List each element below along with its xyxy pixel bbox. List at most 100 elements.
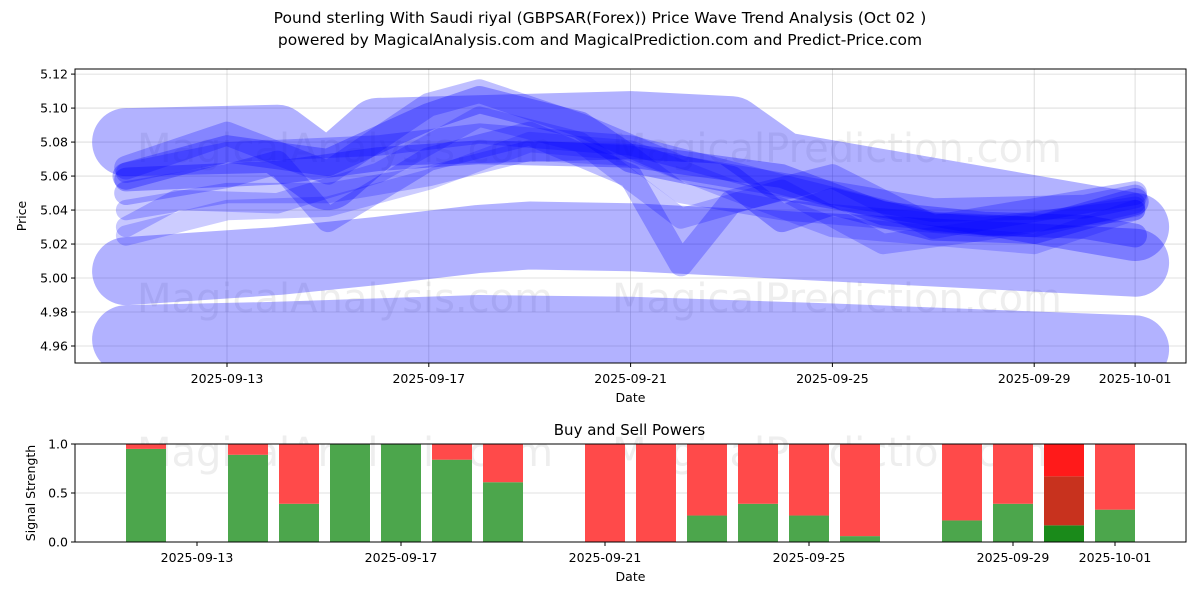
- x-tick-label: 2025-09-21: [594, 371, 667, 386]
- signal-bar-group: [1095, 444, 1135, 542]
- wave-line-wave-8: [115, 106, 1146, 255]
- signal-bar-group: [432, 444, 472, 542]
- x-tick-label: 2025-09-13: [191, 371, 264, 386]
- buy-bar: [279, 503, 319, 542]
- buy-bar: [789, 515, 829, 542]
- wave-line-wave-1: [92, 91, 1170, 261]
- signal-bar-group: [279, 444, 319, 542]
- x-tick-label: 2025-09-25: [773, 550, 846, 565]
- sell-bar: [279, 444, 319, 504]
- signal-bars: [126, 444, 1135, 542]
- sell-bar: [432, 444, 472, 460]
- price-x-axis-label: Date: [616, 390, 646, 405]
- signal-bar-group: [840, 444, 880, 542]
- wave-line-wave-9: [115, 131, 1146, 255]
- signal-bar-group: [483, 444, 523, 542]
- wave-line-wave-4: [112, 85, 1149, 244]
- price-grid: [75, 69, 1186, 363]
- buy-bar: [381, 444, 421, 542]
- sell-bar: [840, 444, 880, 537]
- y-tick-label: 5.02: [40, 237, 68, 252]
- signal-bar-group: [585, 444, 625, 542]
- buy-bar: [330, 444, 370, 542]
- signal-x-axis-label: Date: [616, 569, 646, 584]
- buy-sell-panel: Buy and Sell Powers MagicalAnalysis.comM…: [23, 421, 1187, 584]
- x-tick-label: 2025-10-01: [1099, 371, 1172, 386]
- y-tick-label: 5.12: [40, 67, 68, 82]
- wave-line-wave-10: [114, 140, 1147, 248]
- y-tick-label: 0.5: [48, 486, 68, 501]
- wave-line-wave-2: [92, 201, 1170, 306]
- chart-title: Pound sterling With Saudi riyal (GBPSAR(…: [273, 9, 927, 27]
- x-tick-label: 2025-09-13: [161, 550, 234, 565]
- signal-bar-group: [942, 444, 982, 542]
- sell-bar: [789, 444, 829, 516]
- watermark-text: MagicalAnalysis.com: [137, 276, 553, 322]
- signal-bar-group: [126, 444, 166, 542]
- y-tick-label: 5.04: [40, 203, 68, 218]
- wave-line-wave-6: [114, 79, 1147, 223]
- signal-x-ticks: 2025-09-13 2025-09-17 2025-09-21 2025-09-25…: [161, 542, 1152, 565]
- wave-line-wave-11: [115, 123, 1146, 238]
- signal-bar-group: [381, 444, 421, 542]
- x-tick-label: 2025-10-01: [1079, 550, 1152, 565]
- buy-bar: [483, 482, 523, 542]
- signal-bar-group: [1044, 444, 1084, 542]
- price-waves: [92, 79, 1170, 363]
- buy-bar: [687, 515, 727, 542]
- y-tick-label: 5.06: [40, 169, 68, 184]
- buy-bar: [942, 520, 982, 542]
- x-tick-label: 2025-09-29: [998, 371, 1071, 386]
- sell-bar: [636, 444, 676, 542]
- signal-bar-group: [789, 444, 829, 542]
- wave-line-wave-5: [114, 121, 1147, 277]
- watermark-text: MagicalPrediction.com: [612, 276, 1062, 322]
- sell-bar: [738, 444, 778, 504]
- buy-bar: [840, 536, 880, 542]
- buy-bar: [126, 448, 166, 542]
- x-tick-label: 2025-09-21: [569, 550, 642, 565]
- sell-bar: [228, 444, 268, 455]
- sell-bar: [687, 444, 727, 516]
- sell-bar: [126, 444, 166, 449]
- y-tick-label: 5.00: [40, 271, 68, 286]
- signal-bar-group: [993, 444, 1033, 542]
- x-tick-label: 2025-09-29: [977, 550, 1050, 565]
- buy-bar: [228, 454, 268, 542]
- buy-bar: [432, 459, 472, 542]
- y-tick-label: 5.10: [40, 101, 68, 116]
- buy-bar: [993, 503, 1033, 542]
- signal-bar-group: [738, 444, 778, 542]
- price-watermarks: MagicalAnalysis.com MagicalAnalysis.com Ma…: [137, 126, 1062, 322]
- wave-line-wave-3: [92, 295, 1170, 363]
- signal-bar-group: [330, 444, 370, 542]
- x-tick-label: 2025-09-17: [365, 550, 438, 565]
- y-tick-label: 4.96: [40, 339, 68, 354]
- y-tick-label: 1.0: [48, 437, 68, 452]
- sell-bar: [993, 444, 1033, 504]
- price-y-axis-label: Price: [14, 200, 29, 231]
- y-tick-label: 4.98: [40, 305, 68, 320]
- y-tick-label: 0.0: [48, 535, 68, 550]
- signal-bar-group: [228, 444, 268, 542]
- buy-bar: [1044, 525, 1084, 542]
- buy-sell-title: Buy and Sell Powers: [554, 421, 706, 439]
- price-wave-panel: MagicalAnalysis.com MagicalAnalysis.com Ma…: [14, 67, 1187, 405]
- signal-y-axis-label: Signal Strength: [23, 445, 38, 541]
- x-tick-label: 2025-09-17: [392, 371, 465, 386]
- y-tick-label: 5.08: [40, 135, 68, 150]
- watermark-text: MagicalAnalysis.com: [137, 126, 553, 172]
- sell-bar: [1044, 444, 1084, 477]
- overlap-bar: [1044, 476, 1084, 526]
- signal-y-ticks: 0.0 0.5 1.0: [48, 437, 75, 550]
- sell-bar: [585, 444, 625, 542]
- price-x-ticks: 2025-09-13 2025-09-17 2025-09-21 2025-09-25…: [191, 363, 1172, 386]
- sell-bar: [483, 444, 523, 483]
- sell-bar: [1095, 444, 1135, 510]
- chart-subtitle: powered by MagicalAnalysis.com and Magic…: [277, 31, 923, 49]
- buy-bar: [738, 503, 778, 542]
- watermark-text: MagicalPrediction.com: [612, 126, 1062, 172]
- x-tick-label: 2025-09-25: [796, 371, 869, 386]
- wave-line-wave-7: [115, 140, 1146, 238]
